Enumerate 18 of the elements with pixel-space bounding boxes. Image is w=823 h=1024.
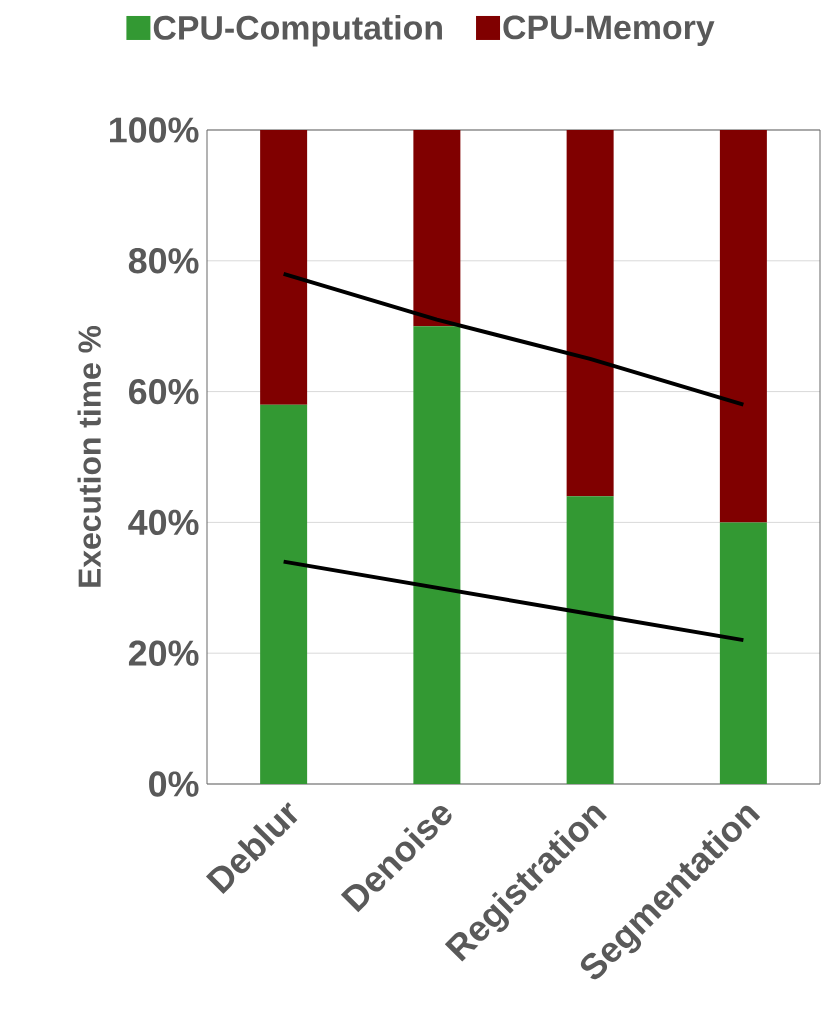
- y-tick-label: 0%: [149, 771, 199, 797]
- bar: [413, 326, 461, 784]
- legend-label: CPU-Computation: [153, 14, 442, 47]
- y-tick-label: 20%: [128, 640, 199, 666]
- bar: [566, 129, 614, 497]
- bar: [719, 522, 767, 784]
- y-tick-label: 80%: [128, 248, 199, 274]
- legend-label: CPU-Memory: [503, 15, 715, 47]
- line-series: [281, 271, 746, 407]
- y-axis-title: Execution time %: [77, 325, 101, 587]
- y-tick-label: 60%: [129, 378, 199, 405]
- bar: [413, 129, 461, 327]
- bar: [260, 404, 308, 784]
- y-tick-label: 40%: [128, 509, 199, 536]
- y-tick-label: 100%: [110, 117, 199, 143]
- bar: [260, 129, 308, 405]
- bar: [566, 496, 614, 784]
- bar: [719, 129, 767, 523]
